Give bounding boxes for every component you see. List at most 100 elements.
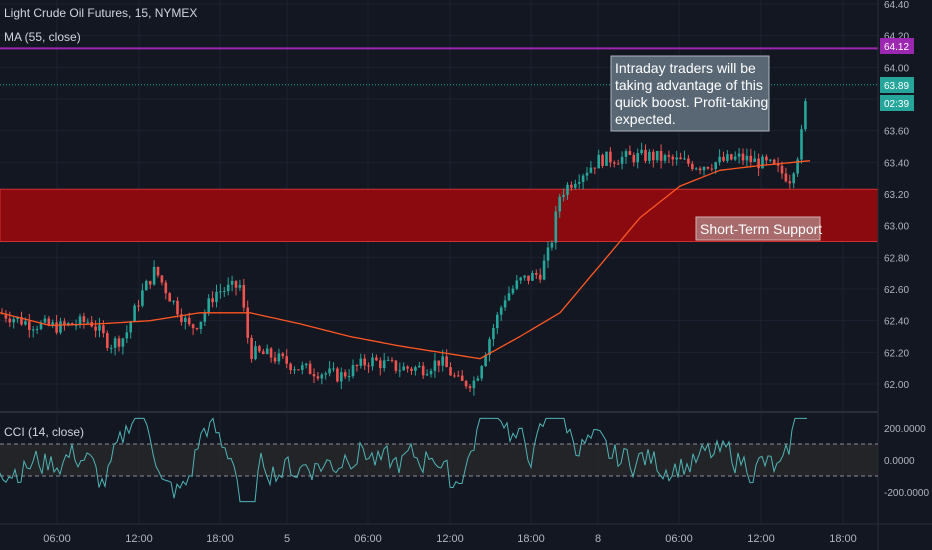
candle-body [211, 298, 214, 303]
last-price-badge: 63.89 [880, 77, 914, 93]
candle-body [585, 172, 589, 176]
time-tick: 5 [284, 533, 290, 545]
ma-legend[interactable]: MA (55, close) [4, 30, 81, 44]
candle-body [718, 156, 721, 163]
candle-body [632, 154, 636, 163]
candle-body [737, 153, 741, 157]
candle-body [745, 155, 749, 161]
candle-body [301, 365, 304, 370]
candle-body [230, 280, 234, 285]
candle-body [137, 305, 140, 307]
candle-body [710, 168, 714, 170]
note-line-1: Intraday traders will be [615, 60, 756, 76]
candle-body [394, 360, 398, 371]
candle-body [691, 163, 694, 170]
candle-body [258, 346, 261, 352]
cci-legend[interactable]: CCI (14, close) [4, 425, 84, 439]
candle-body [542, 260, 546, 280]
support-label[interactable]: Short-Term Support [695, 216, 822, 241]
candle-body [659, 150, 663, 161]
candle-body [363, 358, 366, 366]
candle-body [238, 285, 242, 288]
candle-body [652, 151, 655, 161]
candle-body [780, 165, 784, 174]
candle-body [51, 322, 54, 326]
candle-body [102, 325, 105, 334]
time-tick: 18:00 [517, 533, 545, 545]
candle-body [616, 163, 620, 165]
countdown-badge: 02:39 [880, 95, 914, 111]
candle-body [515, 280, 519, 289]
support-label-text: Short-Term Support [700, 221, 822, 237]
candle-body [655, 150, 659, 161]
candle-body [800, 129, 803, 160]
candle-body [453, 375, 456, 377]
candle-body [624, 151, 628, 157]
purple-level-value: 64.12 [884, 42, 909, 53]
candle-body [113, 338, 117, 348]
price-tick: 62.80 [884, 253, 909, 264]
candle-body [511, 288, 515, 294]
candle-body [367, 365, 370, 367]
candle-body [562, 194, 565, 197]
candle-body [145, 280, 148, 291]
candle-body [484, 355, 487, 367]
candle-body [355, 365, 359, 367]
candle-body [176, 300, 179, 315]
candle-body [671, 156, 675, 160]
candle-body [304, 363, 308, 366]
candle-body [683, 158, 686, 160]
candle-body [375, 357, 378, 361]
candle-body [796, 159, 799, 174]
candle-body [371, 357, 374, 367]
time-tick: 18:00 [206, 533, 234, 545]
candle-body [519, 277, 522, 281]
cci-axis[interactable]: 200.0000 0.0000 -200.0000 [884, 424, 929, 499]
cci-line [0, 417, 807, 503]
candle-body [12, 319, 15, 323]
candle-body [687, 158, 690, 164]
candle-body [414, 367, 417, 371]
cci-tick: -200.0000 [884, 488, 929, 499]
candle-body [702, 166, 706, 171]
candle-body [297, 369, 300, 371]
candle-body [156, 266, 160, 276]
candle-body [648, 151, 651, 161]
candle-body [535, 272, 538, 275]
candle-body [347, 376, 351, 378]
candle-body [804, 101, 807, 130]
candle-body [31, 329, 35, 331]
candle-body [63, 321, 66, 325]
candle-body [730, 154, 733, 160]
candle-body [460, 375, 464, 381]
candle-body [191, 324, 195, 329]
candle-body [418, 365, 421, 368]
candle-body [550, 242, 554, 248]
candle-body [776, 163, 780, 166]
candle-body [351, 365, 355, 377]
candle-body [109, 347, 113, 349]
symbol-title[interactable]: Light Crude Oil Futures, 15, NYMEX [4, 6, 197, 20]
candle-body [480, 366, 483, 379]
candle-body [141, 290, 144, 306]
candle-body [577, 182, 581, 184]
candle-body [133, 305, 136, 322]
time-tick: 06:00 [665, 533, 693, 545]
candle-body [187, 317, 191, 325]
price-tick: 64.00 [884, 63, 909, 74]
candle-body [546, 247, 550, 261]
candle-body [445, 356, 448, 368]
annotation-note[interactable]: Intraday traders will be taking advantag… [610, 55, 770, 132]
price-tick: 64.40 [884, 0, 909, 11]
time-axis[interactable]: 06:00 12:00 18:00 5 06:00 12:00 18:00 8 06:00 12:… [43, 533, 857, 545]
candle-body [203, 312, 207, 322]
price-tick: 64.20 [884, 32, 909, 43]
candle-body [246, 307, 249, 338]
candle-body [43, 318, 47, 323]
candle-body [706, 166, 710, 169]
candle-body [207, 298, 210, 313]
price-tick: 62.20 [884, 348, 909, 359]
candle-body [410, 368, 413, 371]
candle-body [788, 181, 792, 184]
